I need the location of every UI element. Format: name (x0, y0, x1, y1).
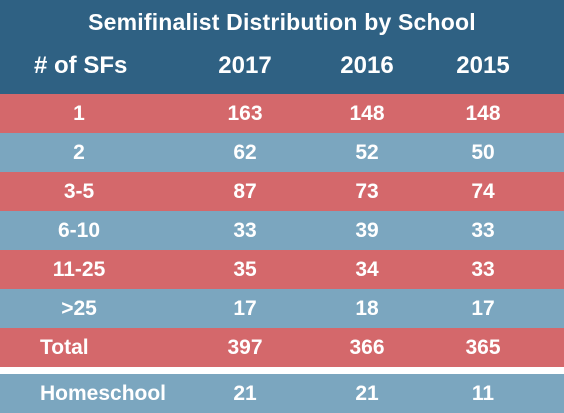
table-row: 6-10 33 39 33 (0, 211, 564, 250)
table-row: 2 62 52 50 (0, 133, 564, 172)
table-title: Semifinalist Distribution by School (88, 9, 476, 35)
column-header-sfs: # of SFs (34, 52, 128, 79)
homeschool-row: Homeschool 21 21 11 (0, 374, 564, 413)
cell-2015: 74 (471, 179, 495, 203)
cell-2015: 17 (471, 296, 495, 320)
row-label: 11-25 (52, 257, 106, 281)
cell-2017: 33 (233, 218, 257, 242)
table-header: Semifinalist Distribution by School # of… (0, 0, 564, 94)
row-label: Total (40, 335, 89, 359)
cell-2016: 73 (355, 179, 379, 203)
cell-2017: 87 (233, 179, 257, 203)
table-row: 11-25 35 34 33 (0, 250, 564, 289)
cell-2016: 34 (355, 257, 379, 281)
cell-2017: 62 (233, 140, 257, 164)
cell-2015: 148 (465, 101, 501, 125)
cell-2017: 397 (227, 335, 263, 359)
cell-2016: 52 (355, 140, 379, 164)
cell-2017: 35 (233, 257, 257, 281)
table-row: 3-5 87 73 74 (0, 172, 564, 211)
row-divider (0, 367, 564, 374)
row-label: Homeschool (40, 381, 167, 405)
cell-2016: 366 (349, 335, 385, 359)
cell-2017: 163 (227, 101, 263, 125)
column-header-2017: 2017 (218, 52, 272, 79)
cell-2015: 365 (465, 335, 501, 359)
cell-2015: 33 (471, 257, 495, 281)
column-header-row: # of SFs 2017 2016 2015 (0, 46, 564, 86)
cell-2016: 148 (349, 101, 385, 125)
cell-2015: 11 (471, 381, 495, 405)
table-row: >25 17 18 17 (0, 289, 564, 328)
column-header-2015: 2015 (456, 52, 510, 79)
row-label: 2 (73, 140, 85, 164)
cell-2017: 21 (233, 381, 257, 405)
cell-2015: 33 (471, 218, 495, 242)
cell-2016: 21 (355, 381, 379, 405)
row-label: 6-10 (57, 218, 101, 242)
cell-2016: 18 (355, 296, 379, 320)
table-row: 1 163 148 148 (0, 94, 564, 133)
column-header-2016: 2016 (340, 52, 394, 79)
row-label: 1 (73, 101, 85, 125)
total-row: Total 397 366 365 (0, 328, 564, 367)
row-label: 3-5 (63, 179, 95, 203)
cell-2016: 39 (355, 218, 379, 242)
row-label: >25 (61, 296, 97, 320)
cell-2017: 17 (233, 296, 257, 320)
cell-2015: 50 (471, 140, 495, 164)
